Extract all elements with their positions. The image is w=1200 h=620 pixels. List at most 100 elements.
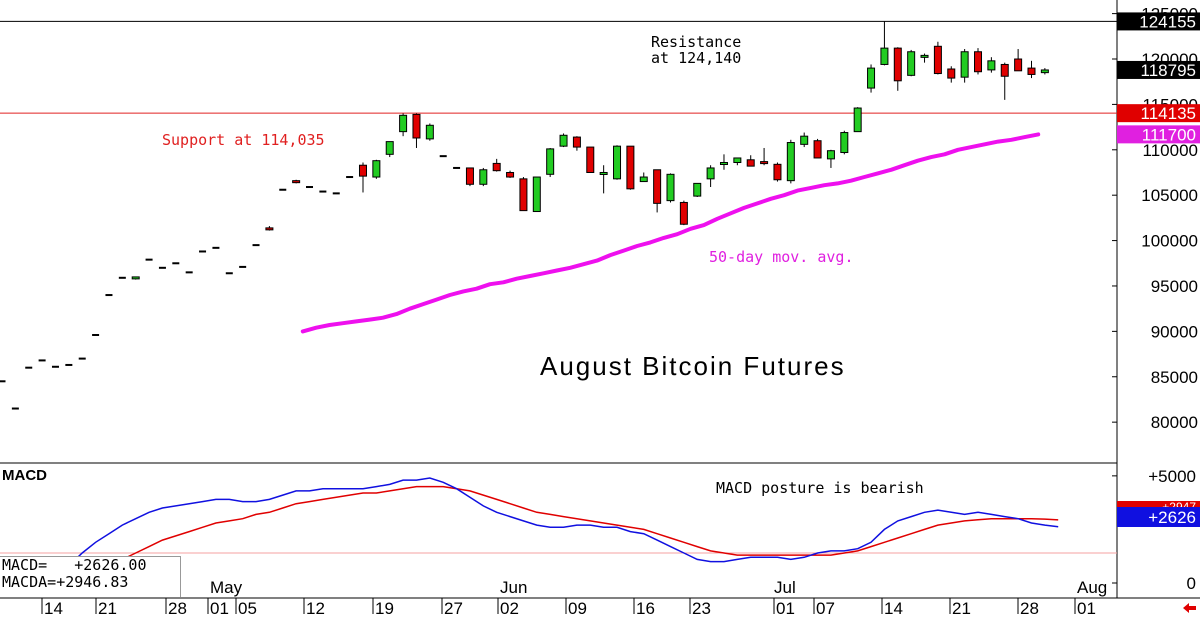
candle-body (786, 142, 795, 182)
x-month-label: Jul (774, 578, 796, 597)
candle (92, 333, 100, 336)
candle-body (933, 45, 942, 75)
candle (131, 276, 140, 280)
candle (439, 155, 447, 158)
candle-body (1014, 58, 1023, 72)
x-day-label: 28 (168, 599, 187, 618)
candle-body (131, 276, 140, 280)
candle-body (559, 134, 568, 147)
candle-body (867, 67, 876, 89)
candle (105, 294, 113, 297)
candle (933, 41, 942, 75)
macd-line (2, 477, 1059, 597)
candle (693, 182, 702, 198)
tag-last-price: 118795 (1117, 61, 1200, 80)
candle-body (385, 141, 394, 155)
tag-macd: +2626 (1117, 507, 1200, 527)
candle-body (813, 140, 822, 159)
candle-body (1000, 63, 1009, 77)
candle (385, 141, 394, 158)
candle-body (332, 192, 340, 195)
candle (212, 246, 220, 249)
y-tick-label: 110000 (1143, 141, 1198, 160)
candle-body (252, 244, 260, 247)
candle-body (225, 272, 233, 275)
candle (947, 66, 956, 83)
candle-body (265, 227, 274, 231)
chart-title: August Bitcoin Futures (540, 351, 846, 381)
candle (813, 138, 822, 159)
candle (559, 133, 568, 148)
resistance-annotation-line: Resistance (651, 33, 741, 51)
scroll-left-arrow-icon[interactable] (1183, 603, 1196, 613)
candle (907, 49, 916, 77)
candle (465, 167, 474, 187)
candle-body (706, 167, 715, 180)
candle (853, 107, 862, 133)
candle-body (399, 114, 408, 133)
moving-average-layer (300, 132, 1041, 334)
candle (719, 154, 728, 170)
candle (332, 192, 340, 195)
candle-body (279, 188, 287, 191)
candle (826, 149, 835, 168)
x-day-label: 21 (98, 599, 117, 618)
macd-values-box: MACD= +2626.00 MACDA=+2946.83 (0, 556, 181, 597)
candle (626, 145, 635, 190)
y-tick-label: 100000 (1141, 232, 1198, 251)
candle-body (212, 246, 220, 249)
candle-body (599, 171, 608, 175)
x-day-label: 14 (884, 599, 903, 618)
candle-body (639, 176, 648, 183)
candle (599, 165, 608, 194)
candles-layer (0, 21, 1049, 410)
candle (1027, 60, 1036, 79)
macd-y-tick-label: +5000 (1148, 467, 1196, 486)
candle (880, 21, 889, 66)
macd-value: +2626.00 (74, 556, 147, 574)
candle (679, 200, 688, 226)
candle-body (693, 182, 702, 197)
candle-body (199, 250, 207, 253)
candle (25, 366, 33, 369)
candle-body (893, 47, 902, 82)
x-day-label: 23 (692, 599, 711, 618)
candle-body (733, 157, 742, 164)
candle (1000, 62, 1009, 100)
candle (653, 169, 662, 213)
candle (252, 244, 260, 247)
candle-body (960, 51, 969, 78)
candle (893, 47, 902, 91)
candle-body (78, 357, 86, 360)
svg-text:+2626: +2626 (1148, 508, 1196, 527)
candle-body (626, 145, 635, 190)
x-day-label: 12 (306, 599, 325, 618)
candle-body (853, 107, 862, 133)
x-day-label: 21 (952, 599, 971, 618)
candle-body (292, 180, 301, 184)
candle-body (239, 265, 247, 268)
x-day-label: 01 (776, 599, 795, 618)
candle-body (319, 190, 327, 193)
candle (51, 365, 59, 368)
candle (867, 64, 876, 93)
candle (786, 139, 795, 184)
candle (920, 53, 929, 63)
x-day-label: 28 (1020, 599, 1039, 618)
candle-body (1040, 69, 1049, 74)
svg-text:118795: 118795 (1141, 61, 1196, 80)
y-tick-label: 90000 (1151, 322, 1198, 341)
candle (706, 165, 715, 188)
candle (519, 177, 528, 212)
candle-body (118, 276, 126, 279)
candle-body (920, 54, 929, 58)
candle-body (506, 171, 515, 178)
candle-body (425, 124, 434, 140)
macda-value-label: MACDA= (2, 573, 57, 591)
candle (292, 179, 301, 184)
svg-text:124155: 124155 (1139, 12, 1196, 31)
candle (760, 147, 769, 166)
candle (479, 167, 488, 187)
candle-body (613, 145, 622, 180)
